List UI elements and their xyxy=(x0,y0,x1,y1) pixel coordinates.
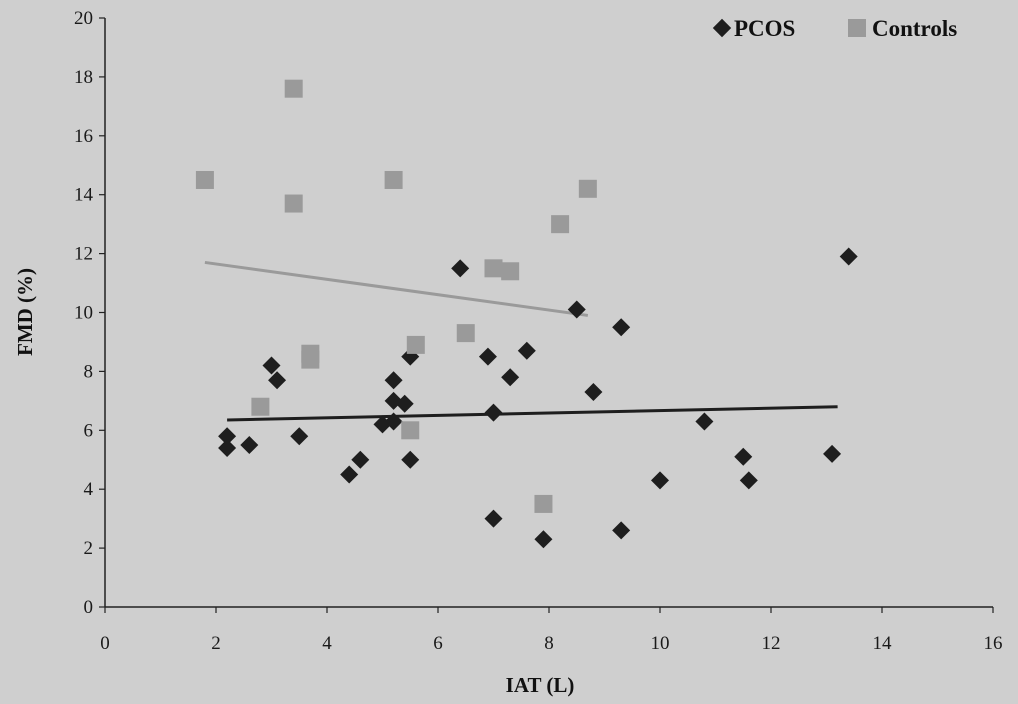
y-tick-label: 12 xyxy=(74,244,93,265)
trendline-controls xyxy=(204,260,589,317)
point-pcos xyxy=(534,530,553,549)
point-pcos xyxy=(839,247,858,266)
point-pcos xyxy=(501,368,520,387)
legend-marker-controls xyxy=(848,19,866,37)
y-tick-label: 0 xyxy=(84,597,94,618)
y-tick-label: 18 xyxy=(74,67,93,88)
x-tick-label: 6 xyxy=(433,633,443,654)
x-axis-ticks: 0 2 4 6 8 10 12 14 16 xyxy=(100,607,1003,654)
x-tick-label: 4 xyxy=(322,633,332,654)
x-axis-title: IAT (L) xyxy=(506,673,575,697)
point-controls xyxy=(401,421,420,440)
legend-label-pcos: PCOS xyxy=(734,16,795,41)
point-pcos xyxy=(262,356,281,375)
point-controls xyxy=(284,79,303,98)
point-pcos xyxy=(218,427,237,446)
point-pcos xyxy=(351,450,370,469)
point-pcos xyxy=(567,300,586,319)
x-tick-label: 16 xyxy=(984,633,1003,654)
point-controls xyxy=(251,397,270,416)
x-tick-label: 12 xyxy=(762,633,781,654)
x-tick-label: 8 xyxy=(544,633,554,654)
point-pcos xyxy=(612,318,631,337)
data-points xyxy=(195,79,858,549)
point-pcos xyxy=(484,403,503,422)
x-tick-label: 0 xyxy=(100,633,110,654)
point-controls xyxy=(501,262,520,281)
y-tick-label: 14 xyxy=(74,185,94,206)
trendlines xyxy=(204,260,838,422)
legend: PCOS Controls xyxy=(712,16,957,41)
point-pcos xyxy=(218,438,237,457)
point-controls xyxy=(456,324,475,343)
x-tick-label: 14 xyxy=(873,633,893,654)
y-tick-label: 4 xyxy=(84,479,94,500)
x-tick-label: 10 xyxy=(651,633,670,654)
plot-area: 0 2 4 6 8 10 12 14 16 18 20 0 2 4 6 8 10 12 14 16 xyxy=(74,8,1003,654)
point-pcos xyxy=(384,371,403,390)
point-controls xyxy=(406,335,425,354)
y-tick-label: 2 xyxy=(84,538,94,559)
point-pcos xyxy=(517,341,536,360)
point-pcos xyxy=(384,412,403,431)
point-controls xyxy=(551,215,570,234)
point-pcos xyxy=(823,444,842,463)
legend-marker-pcos xyxy=(712,18,732,38)
x-tick-label: 2 xyxy=(211,633,221,654)
point-pcos xyxy=(734,447,753,466)
y-tick-label: 16 xyxy=(74,126,93,147)
point-pcos xyxy=(484,509,503,528)
point-controls xyxy=(195,170,214,189)
point-controls xyxy=(484,259,503,278)
point-pcos xyxy=(395,394,414,413)
point-controls xyxy=(578,179,597,198)
point-pcos xyxy=(739,471,758,490)
point-pcos xyxy=(695,412,714,431)
y-axis-ticks: 0 2 4 6 8 10 12 14 16 18 20 xyxy=(74,8,105,618)
point-pcos xyxy=(401,450,420,469)
point-controls xyxy=(384,170,403,189)
point-pcos xyxy=(651,471,669,490)
y-tick-label: 20 xyxy=(74,8,93,29)
point-controls xyxy=(284,194,303,213)
point-controls xyxy=(301,350,320,369)
point-controls xyxy=(534,494,553,513)
y-axis-title: FMD (%) xyxy=(13,268,37,356)
legend-label-controls: Controls xyxy=(872,16,957,41)
y-tick-label: 8 xyxy=(84,361,94,382)
y-tick-label: 6 xyxy=(84,420,94,441)
point-pcos xyxy=(451,259,470,278)
point-pcos xyxy=(478,347,497,366)
point-pcos xyxy=(584,383,603,402)
point-pcos xyxy=(612,521,631,540)
trendline-pcos xyxy=(227,405,838,422)
point-pcos xyxy=(290,427,309,446)
point-pcos xyxy=(340,465,359,484)
point-pcos xyxy=(240,436,259,455)
point-pcos xyxy=(268,371,287,390)
y-tick-label: 10 xyxy=(74,303,93,324)
